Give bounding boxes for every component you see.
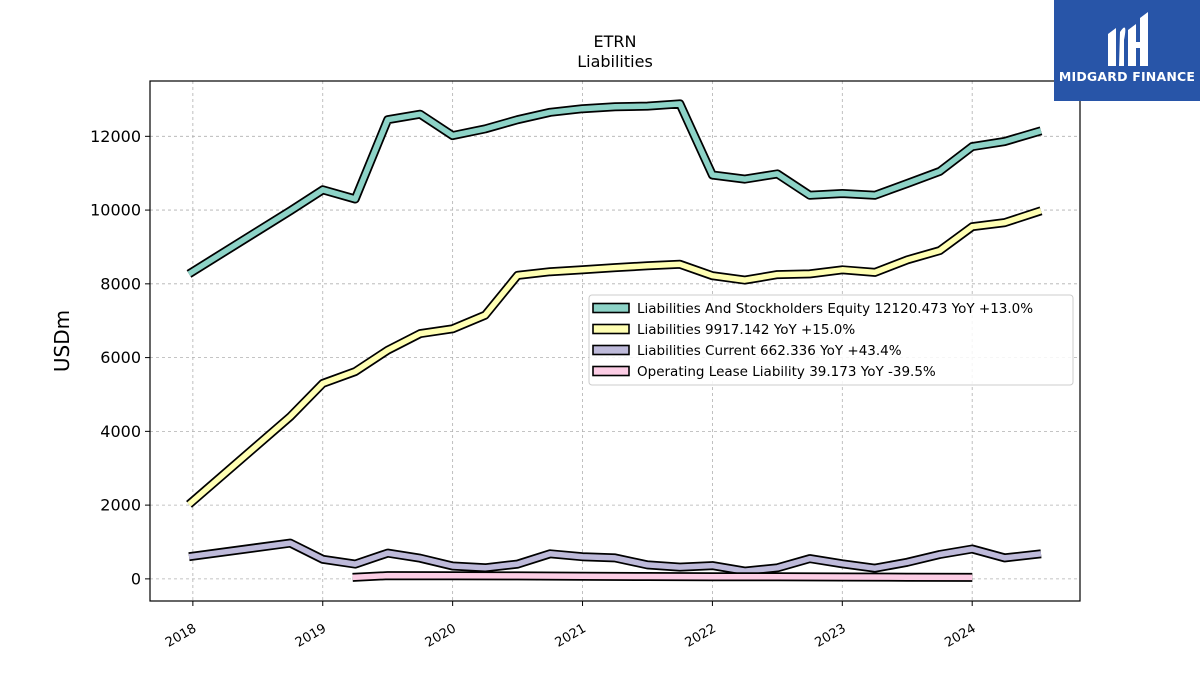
legend-swatch [592, 323, 630, 335]
series-line-fill [187, 208, 1042, 507]
x-axis: 2018 2019 2020 2021 2022 2023 2024 [163, 601, 979, 651]
legend-entry: Liabilities Current 662.336 YoY +43.4% [637, 343, 902, 359]
logo-text: MIDGARD FINANCE [1058, 69, 1196, 84]
x-tick-label: 2022 [683, 621, 719, 651]
series-line-fill [188, 540, 1042, 574]
x-tick-label: 2018 [163, 621, 199, 651]
x-tick-label: 2021 [553, 621, 589, 651]
legend-entry: Liabilities And Stockholders Equity 1212… [637, 301, 1033, 317]
y-tick-label: 0 [131, 569, 141, 588]
brand-logo: MIDGARD FINANCE [1054, 0, 1200, 101]
x-tick-label: 2019 [293, 621, 329, 651]
x-tick-label: 2024 [942, 621, 978, 651]
series-line-outline [186, 99, 1043, 278]
legend-entry: Operating Lease Liability 39.173 YoY -39… [637, 364, 936, 380]
legend-swatch [592, 302, 630, 314]
series-group [186, 99, 1043, 582]
series-line [186, 206, 1043, 508]
series-line [188, 538, 1042, 576]
legend-box [588, 294, 1074, 386]
chart-title: ETRN [594, 32, 637, 51]
y-axis-label: USDm [50, 310, 74, 372]
logo-mark-icon [1108, 12, 1148, 66]
title: ETRN Liabilities [577, 32, 653, 71]
x-tick-label: 2023 [812, 621, 848, 651]
series-line [186, 99, 1043, 278]
y-axis: 0 2000 4000 6000 8000 10000 12000 [90, 127, 150, 588]
plot-frame [149, 80, 1081, 602]
legend-swatch [592, 344, 630, 356]
chart-subtitle: Liabilities [577, 52, 653, 71]
legend: Liabilities And Stockholders Equity 1212… [588, 294, 1074, 386]
series-line [352, 571, 973, 582]
y-tick-label: 6000 [100, 348, 141, 367]
y-tick-label: 8000 [100, 274, 141, 293]
y-tick-label: 4000 [100, 422, 141, 441]
x-tick-label: 2020 [423, 621, 459, 651]
legend-entry: Liabilities 9917.142 YoY +15.0% [637, 322, 855, 338]
y-tick-label: 10000 [90, 201, 141, 220]
y-tick-label: 12000 [90, 127, 141, 146]
series-line-fill [352, 572, 973, 581]
y-tick-label: 2000 [100, 496, 141, 515]
legend-swatch [592, 365, 630, 377]
series-line-fill [187, 101, 1042, 277]
